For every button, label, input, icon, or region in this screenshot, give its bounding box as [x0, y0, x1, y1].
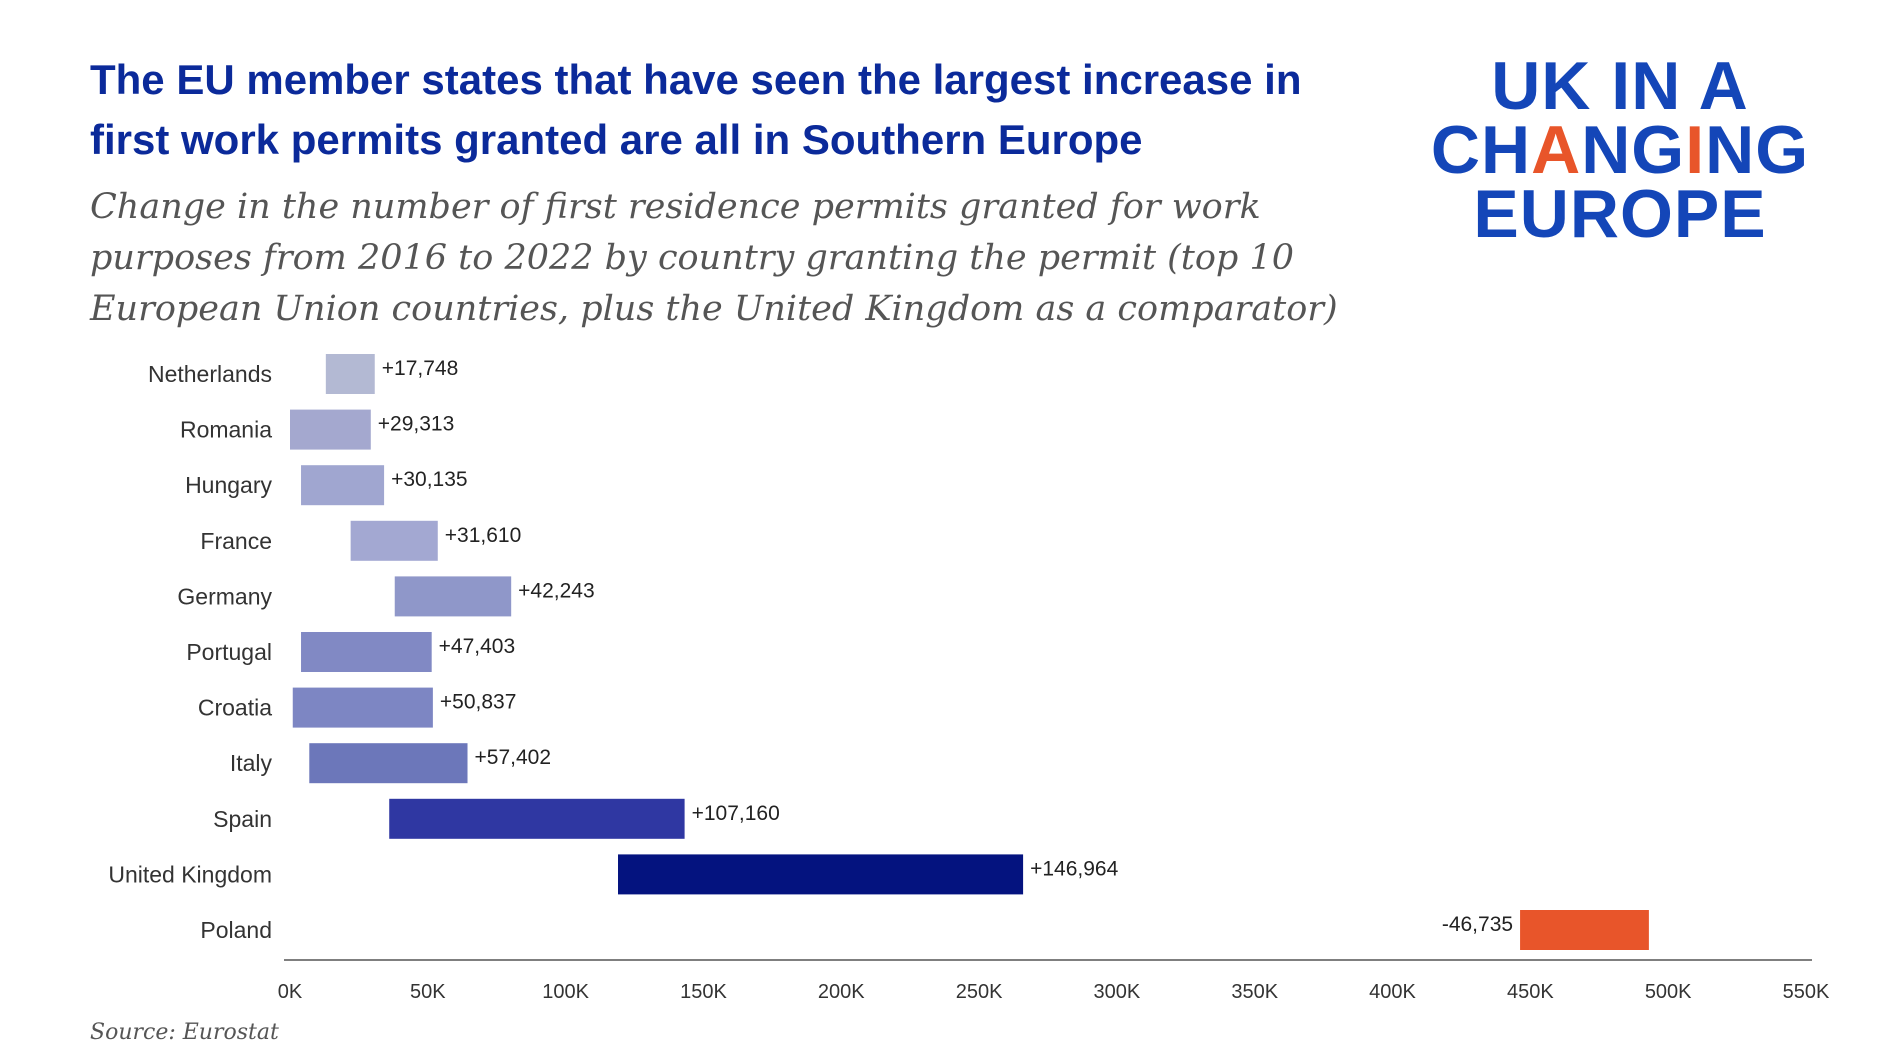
category-label: Croatia — [198, 695, 272, 721]
logo-part-ng-2: NG — [1705, 112, 1810, 188]
data-label: +107,160 — [692, 802, 780, 825]
bar — [389, 798, 685, 839]
x-tick-label: 300K — [1094, 981, 1141, 1003]
x-tick-label: 450K — [1507, 981, 1554, 1003]
bar — [301, 632, 432, 672]
x-tick-label: 350K — [1231, 981, 1278, 1003]
bar — [618, 854, 1024, 895]
data-label: +50,837 — [440, 691, 516, 714]
x-tick-label: 100K — [542, 981, 589, 1003]
category-label: Hungary — [185, 472, 272, 498]
bar — [1520, 910, 1649, 950]
bar — [309, 743, 468, 784]
bar — [394, 576, 512, 617]
bar — [350, 520, 438, 561]
category-label: Spain — [213, 806, 272, 832]
data-label: +29,313 — [378, 413, 455, 436]
logo-part-ng-1: NG — [1581, 112, 1686, 188]
data-label: +30,135 — [391, 468, 468, 491]
x-tick-label: 400K — [1369, 981, 1416, 1003]
brand-logo: UK IN A CHANGING EUROPE — [1400, 48, 1840, 252]
bar — [290, 409, 371, 450]
logo-part-ch: CH — [1430, 112, 1532, 188]
logo-line-2: CHANGING — [1400, 116, 1840, 184]
category-label: France — [200, 528, 272, 554]
bar — [325, 354, 375, 394]
data-label: +57,402 — [475, 746, 552, 769]
x-tick-label: 0K — [278, 981, 303, 1003]
category-label: United Kingdom — [108, 861, 272, 887]
x-tick-label: 550K — [1783, 981, 1830, 1003]
chart-subtitle: Change in the number of first residence … — [90, 187, 1338, 329]
data-label: +31,610 — [445, 524, 522, 547]
data-label: -46,735 — [1442, 913, 1513, 936]
x-tick-label: 150K — [680, 981, 727, 1003]
bar — [292, 687, 433, 728]
logo-line-1: UK IN A — [1491, 48, 1749, 124]
x-tick-label: 500K — [1645, 981, 1692, 1003]
category-label: Germany — [177, 583, 272, 609]
data-label: +17,748 — [382, 357, 459, 380]
x-tick-label: 200K — [818, 981, 865, 1003]
logo-part-a: A — [1531, 112, 1582, 188]
data-label: +146,964 — [1030, 857, 1118, 880]
category-label: Romania — [180, 417, 272, 443]
chart-title: The EU member states that have seen the … — [90, 56, 1302, 163]
category-label: Italy — [230, 750, 273, 776]
category-label: Poland — [200, 917, 272, 943]
category-label: Netherlands — [148, 361, 272, 387]
waterfall-chart: Netherlands +17,748 Romania +29,313 Hungary +… — [108, 354, 1830, 1003]
x-tick-label: 250K — [956, 981, 1003, 1003]
logo-line-3: EUROPE — [1473, 176, 1767, 252]
x-tick-label: 50K — [410, 981, 446, 1003]
data-label: +42,243 — [518, 579, 595, 602]
bar — [301, 465, 385, 506]
data-label: +47,403 — [439, 635, 516, 658]
category-label: Portugal — [186, 639, 272, 665]
logo-part-i: I — [1685, 112, 1706, 188]
source-note: Source: Eurostat — [90, 1020, 279, 1045]
